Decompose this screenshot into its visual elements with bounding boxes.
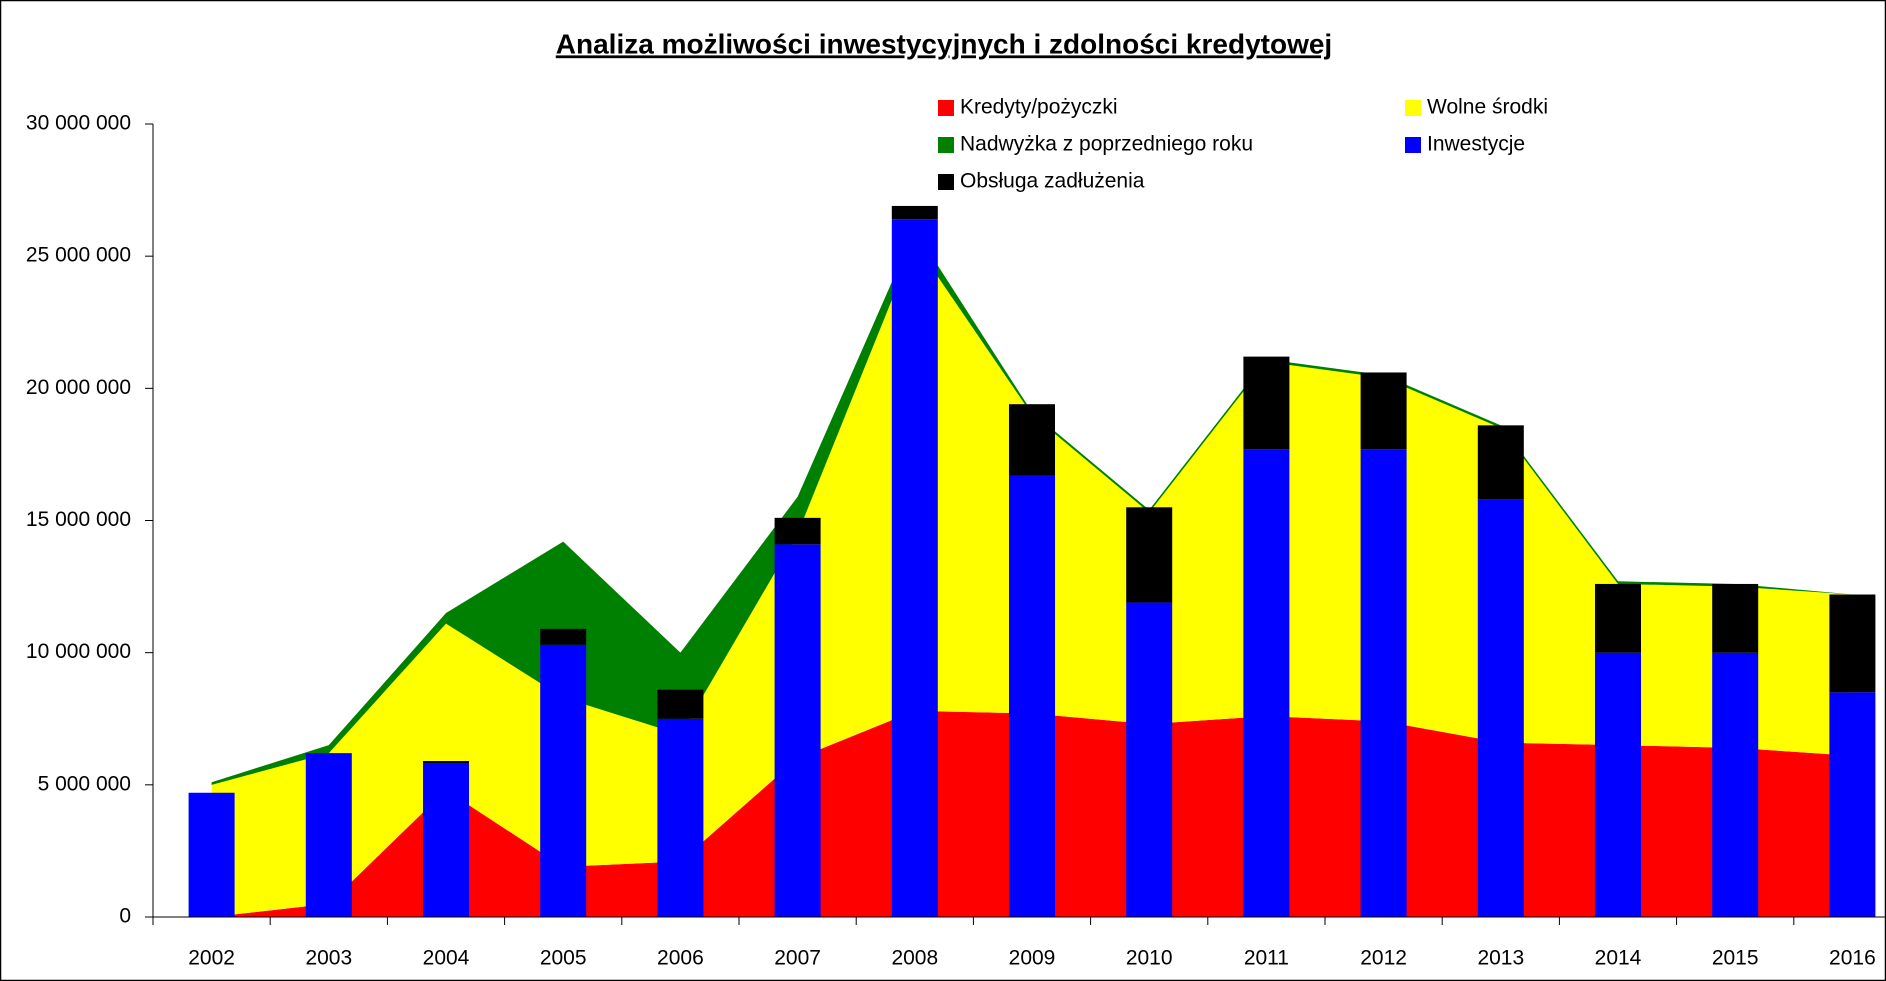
- bar: [540, 628, 587, 645]
- y-tick-label: 30 000 000: [26, 112, 131, 135]
- x-tick-label: 2004: [423, 947, 470, 970]
- bar: [657, 718, 704, 917]
- bar: [1009, 475, 1055, 917]
- bar: [305, 753, 352, 917]
- x-tick-label: 2006: [657, 947, 704, 970]
- x-tick-label: 2008: [891, 947, 938, 970]
- bar: [1712, 652, 1759, 917]
- x-tick-label: 2015: [1712, 947, 1759, 970]
- bar: [1829, 692, 1876, 917]
- bar: [1712, 583, 1759, 653]
- x-tick-label: 2010: [1126, 947, 1173, 970]
- legend-swatch: [1405, 137, 1421, 153]
- bar: [1595, 652, 1641, 917]
- x-tick-label: 2014: [1595, 947, 1642, 970]
- legend-label: Nadwyżka z poprzedniego roku: [960, 133, 1253, 156]
- area: [211, 229, 1853, 785]
- x-tick-label: 2007: [774, 947, 821, 970]
- x-tick-label: 2013: [1477, 947, 1524, 970]
- x-tick-label: 2003: [305, 947, 352, 970]
- x-tick-label: 2011: [1244, 947, 1289, 970]
- bar: [774, 517, 821, 545]
- x-tick-label: 2009: [1009, 947, 1056, 970]
- x-tick-label: 2002: [188, 947, 235, 970]
- bar: [188, 792, 235, 917]
- bar: [1009, 404, 1055, 476]
- y-tick-label: 25 000 000: [26, 244, 131, 267]
- legend-label: Wolne środki: [1427, 96, 1548, 119]
- bar: [1477, 499, 1524, 917]
- legend-label: Obsługa zadłużenia: [960, 170, 1145, 193]
- bar: [891, 219, 938, 917]
- legend-swatch: [938, 100, 954, 116]
- x-tick-label: 2005: [540, 947, 587, 970]
- chart-title: Analiza możliwości inwestycyjnych i zdol…: [556, 28, 1332, 59]
- legend-label: Kredyty/pożyczki: [960, 96, 1118, 119]
- bar: [1126, 602, 1173, 917]
- bar: [891, 205, 938, 220]
- bar: [774, 544, 821, 917]
- x-tick-label: 2012: [1360, 947, 1407, 970]
- legend-swatch: [938, 174, 954, 190]
- y-tick-label: 20 000 000: [26, 376, 131, 399]
- bar: [1243, 449, 1290, 917]
- bar: [1595, 583, 1641, 653]
- bar: [1126, 507, 1173, 603]
- bar: [423, 763, 469, 917]
- bar: [1360, 372, 1407, 450]
- bar: [1243, 356, 1290, 450]
- y-tick-label: 10 000 000: [26, 640, 131, 663]
- y-tick-label: 15 000 000: [26, 508, 131, 531]
- x-tick-label: 2016: [1829, 947, 1876, 970]
- y-tick-label: 5 000 000: [38, 772, 131, 795]
- legend-swatch: [1405, 100, 1421, 116]
- legend-swatch: [938, 137, 954, 153]
- bar: [540, 644, 587, 917]
- bar: [1829, 594, 1876, 693]
- bar: [1477, 425, 1524, 500]
- legend-label: Inwestycje: [1427, 133, 1525, 156]
- bar: [1360, 449, 1407, 917]
- bar: [423, 761, 469, 764]
- y-tick-label: 0: [119, 905, 131, 928]
- bar: [657, 689, 704, 719]
